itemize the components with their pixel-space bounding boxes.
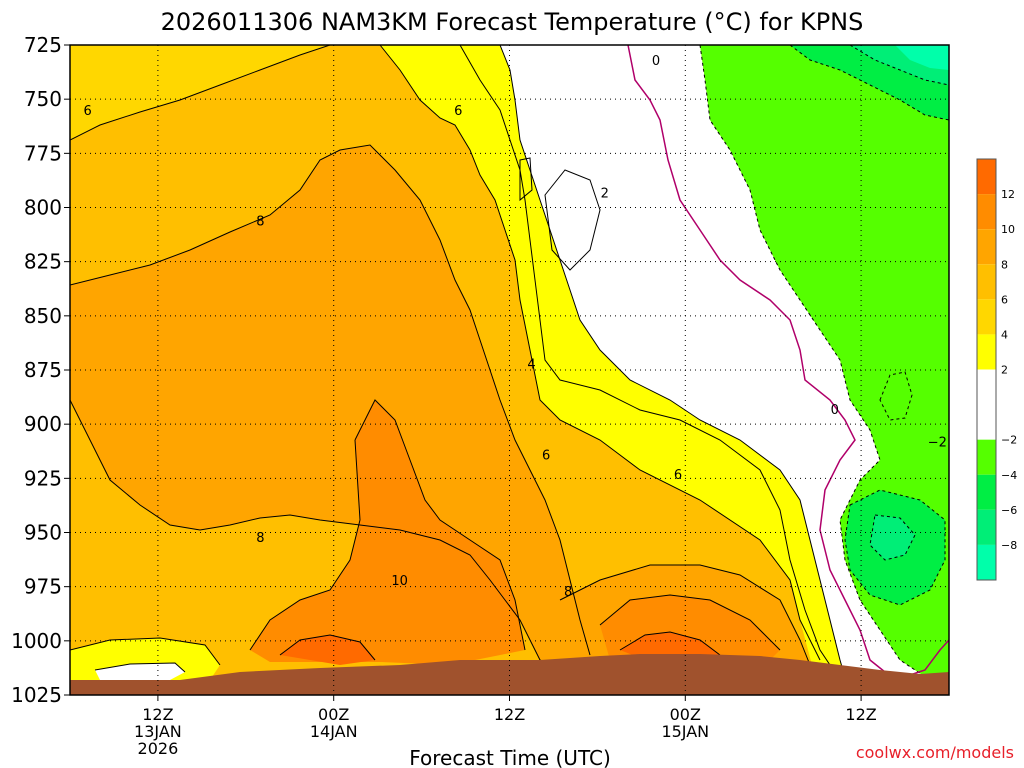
colorbar-band — [977, 229, 996, 265]
colorbar-band — [977, 439, 996, 475]
colorbar-band — [977, 334, 996, 370]
contour-label: 4 — [527, 358, 535, 373]
colorbar-label: −2 — [1001, 434, 1017, 447]
contour-line-0 — [627, 45, 949, 681]
contour-line-10 — [249, 399, 781, 651]
colorbar: 12 10 8 6 4 2 −2 −4 −6 −8 — [976, 158, 1017, 581]
contour-line-12 — [279, 631, 721, 661]
fill-band-8-10 — [70, 145, 810, 670]
y-tick-label: 775 — [24, 141, 62, 165]
fill-band-neg6-neg4 — [790, 45, 949, 605]
y-tick-label: 825 — [24, 250, 62, 274]
colorbar-label: −6 — [1001, 504, 1017, 517]
contour-label: 8 — [256, 215, 264, 230]
y-tick-label: 800 — [24, 196, 62, 220]
colorbar-label: 10 — [1001, 223, 1015, 236]
colorbar-label: −8 — [1001, 539, 1017, 552]
colorbar-label: −4 — [1001, 469, 1017, 482]
x-tick-label: 14JAN — [310, 722, 358, 741]
x-tick-label: 00Z — [318, 705, 349, 724]
contour-line-neg2 — [699, 45, 949, 691]
grid-layer — [70, 45, 949, 695]
contour-label: 6 — [674, 468, 682, 483]
y-tick-label: 725 — [24, 33, 62, 57]
x-tick-label: 12Z — [494, 705, 525, 724]
colorbar-band — [977, 369, 996, 440]
contour-layer — [70, 45, 949, 695]
colorbar-band — [977, 194, 996, 230]
contour-label: 6 — [454, 104, 462, 119]
contour-label: 0 — [831, 403, 839, 418]
colorbar-band — [977, 544, 996, 580]
y-tick-label: 1000 — [11, 629, 62, 653]
contour-label: 2 — [601, 186, 609, 201]
x-tick-label: 2026 — [138, 739, 179, 758]
y-tick-label: 750 — [24, 87, 62, 111]
colorbar-label: 4 — [1001, 328, 1008, 341]
y-tick-label: 1025 — [11, 683, 62, 707]
contour-label: 8 — [564, 585, 572, 600]
ground-terrain — [70, 654, 949, 695]
y-tick-label: 925 — [24, 466, 62, 490]
contour-label: 8 — [256, 531, 264, 546]
colorbar-band — [977, 474, 996, 510]
x-tick-label: 12Z — [845, 705, 876, 724]
contour-label: 6 — [542, 449, 550, 464]
colorbar-band — [977, 264, 996, 300]
contour-line-neg4 — [789, 45, 949, 606]
contour-label: 6 — [83, 104, 91, 119]
colorbar-band — [977, 509, 996, 545]
x-tick-label: 12Z — [142, 705, 173, 724]
fill-band-10-12 — [250, 400, 780, 665]
x-tick-label: 15JAN — [661, 722, 709, 741]
contour-line-4 — [459, 45, 831, 666]
colorbar-label: 2 — [1001, 364, 1008, 377]
colorbar-band — [977, 299, 996, 335]
contour-label: 0 — [652, 54, 660, 69]
fill-band-surface-cool — [95, 663, 185, 680]
colorbar-band — [977, 159, 996, 195]
contour-line-2-pocket — [519, 157, 601, 271]
x-tick-label: 13JAN — [134, 722, 182, 741]
y-tick-label: 875 — [24, 358, 62, 382]
y-axis: 725 750 775 800 825 850 875 900 925 950 975 1000 102… — [11, 33, 70, 707]
contour-line-2 — [499, 45, 851, 695]
y-tick-label: 975 — [24, 575, 62, 599]
contour-label: 10 — [391, 574, 408, 589]
x-tick-label: 00Z — [670, 705, 701, 724]
contour-line-6 — [70, 45, 821, 661]
colorbar-label: 6 — [1001, 293, 1008, 306]
colorbar-label: 12 — [1001, 188, 1015, 201]
y-tick-label: 900 — [24, 412, 62, 436]
chart-title: 2026011306 NAM3KM Forecast Temperature (… — [161, 8, 864, 36]
y-tick-label: 950 — [24, 521, 62, 545]
credit-text: coolwx.com/models — [856, 743, 1014, 762]
y-tick-label: 850 — [24, 304, 62, 328]
fill-band-neg2-2 — [500, 45, 949, 695]
contour-line-8 — [70, 144, 811, 671]
contour-line-surface — [70, 637, 221, 673]
contour-line-neg6 — [849, 45, 949, 561]
colorbar-label: 8 — [1001, 258, 1008, 271]
fill-band-neg10-neg8 — [895, 45, 949, 70]
colorbar-frame — [976, 158, 997, 581]
fill-band-12-14 — [280, 632, 720, 665]
contour-label-layer: 6 6 8 0 2 4 6 6 0 −2 8 10 8 — [83, 54, 946, 600]
x-axis-title: Forecast Time (UTC) — [409, 746, 611, 768]
contour-label: −2 — [928, 436, 947, 451]
